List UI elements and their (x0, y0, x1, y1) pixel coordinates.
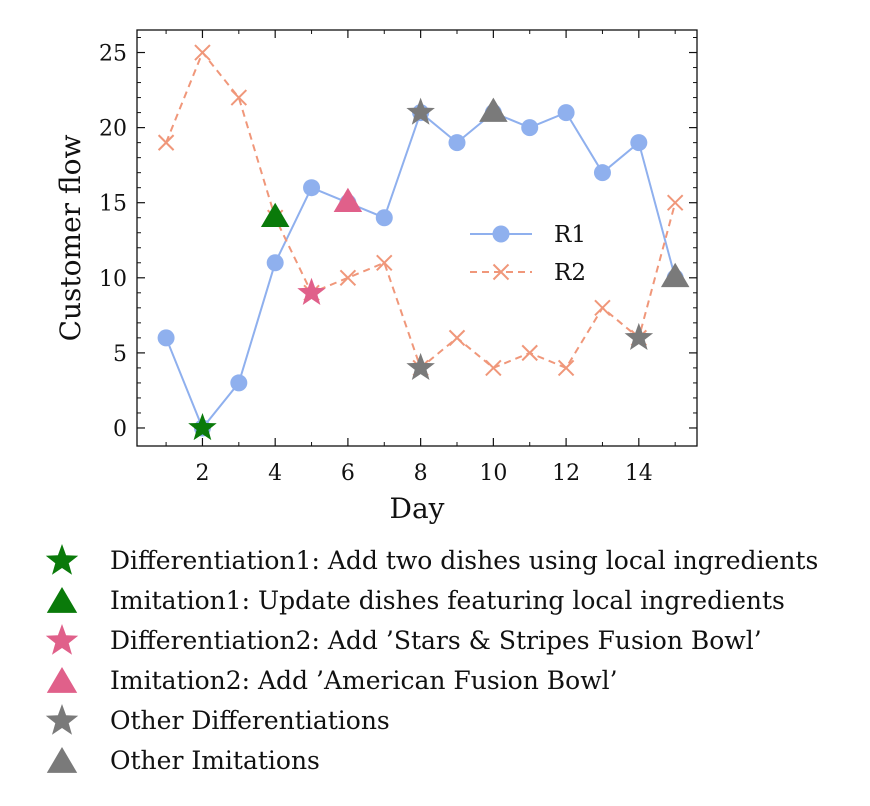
data-point-R1 (557, 104, 575, 122)
triangle-icon (40, 740, 84, 780)
data-point-R1 (157, 329, 175, 347)
x-marker-stroke (448, 329, 466, 347)
data-point-R2 (157, 134, 175, 151)
data-point-R1 (448, 134, 466, 152)
event-triangle-marker (260, 202, 290, 228)
y-tick-label: 0 (113, 417, 127, 442)
x-tick-label: 8 (414, 461, 428, 486)
event-legend-label: Imitation2: Add ’American Fusion Bowl’ (110, 665, 618, 695)
x-marker-stroke (666, 194, 684, 211)
event-star-marker (297, 277, 326, 305)
x-marker-stroke (157, 134, 175, 151)
event-star-marker (624, 322, 654, 350)
star-icon (40, 540, 84, 580)
data-point-R1 (375, 209, 393, 227)
x-tick-label: 14 (625, 461, 653, 486)
event-legend-label: Other Imitations (110, 745, 320, 775)
data-point-R2 (557, 359, 575, 377)
x-marker-stroke (230, 89, 248, 106)
legend-marker-R2 (492, 263, 510, 281)
chart: 2 4 6 8 10 12 14 0 5 10 15 20 25 Day Customer flow R1 R2 (54, 29, 698, 525)
event-star-marker (188, 413, 217, 441)
x-marker-stroke (594, 299, 611, 317)
x-marker-stroke (492, 263, 510, 281)
event-triangle-marker (333, 187, 363, 213)
x-marker-stroke (557, 359, 575, 377)
event-triangle-marker (479, 97, 508, 122)
x-marker-stroke (521, 344, 538, 362)
x-tick-label: 12 (552, 461, 580, 486)
data-point-R1 (266, 254, 284, 272)
triangle-icon (40, 660, 84, 700)
event-legend-item: Imitation1: Update dishes featuring loca… (40, 580, 818, 620)
x-tick-label: 2 (195, 461, 209, 486)
legend-label-R2: R2 (554, 260, 586, 286)
x-marker-stroke (339, 269, 357, 287)
data-point-R1 (521, 119, 539, 137)
x-marker-stroke (376, 254, 393, 271)
x-tick-label: 10 (479, 461, 507, 486)
data-point-R2 (194, 44, 211, 61)
event-triangle-marker (660, 262, 690, 288)
data-point-R2 (376, 254, 393, 271)
y-tick-label: 25 (99, 42, 127, 67)
event-star-marker (406, 97, 435, 125)
event-legend-item: Differentiation1: Add two dishes using l… (40, 540, 818, 580)
event-legend-label: Imitation1: Update dishes featuring loca… (110, 585, 785, 615)
y-axis-label: Customer flow (54, 135, 87, 342)
data-point-R2 (666, 194, 684, 211)
legend-marker-R1 (492, 225, 510, 243)
data-point-R1 (303, 179, 321, 197)
data-point-R1 (230, 374, 248, 392)
data-point-R2 (339, 269, 357, 287)
x-marker-stroke (194, 44, 211, 61)
triangle-icon (40, 580, 84, 620)
y-tick-label: 5 (113, 342, 127, 367)
event-legend-item: Imitation2: Add ’American Fusion Bowl’ (40, 660, 818, 700)
event-star-marker (406, 352, 435, 380)
y-tick-label: 15 (99, 192, 127, 217)
event-legend-label: Differentiation2: Add ’Stars & Stripes F… (110, 625, 762, 655)
data-point-R2 (521, 344, 538, 362)
x-tick-label: 6 (341, 461, 355, 486)
legend-label-R1: R1 (554, 222, 586, 248)
star-icon (40, 620, 84, 660)
data-point-R1 (630, 134, 648, 152)
y-tick-label: 10 (99, 267, 127, 292)
x-axis-label: Day (390, 492, 445, 525)
y-tick-label: 20 (99, 117, 127, 142)
event-legend-label: Differentiation1: Add two dishes using l… (110, 545, 819, 575)
event-legend: Differentiation1: Add two dishes using l… (40, 540, 818, 780)
event-legend-item: Other Imitations (40, 740, 818, 780)
x-tick-label: 4 (268, 461, 282, 486)
plot-frame (136, 29, 698, 447)
event-legend-item: Differentiation2: Add ’Stars & Stripes F… (40, 620, 818, 660)
x-marker-stroke (485, 359, 502, 377)
data-point-R2 (594, 299, 611, 317)
data-point-R2 (448, 329, 466, 347)
star-icon (40, 700, 84, 740)
data-point-R1 (593, 164, 611, 182)
event-legend-item: Other Differentiations (40, 700, 818, 740)
event-legend-label: Other Differentiations (110, 705, 390, 735)
data-point-R2 (230, 89, 248, 106)
data-point-R2 (485, 359, 502, 377)
